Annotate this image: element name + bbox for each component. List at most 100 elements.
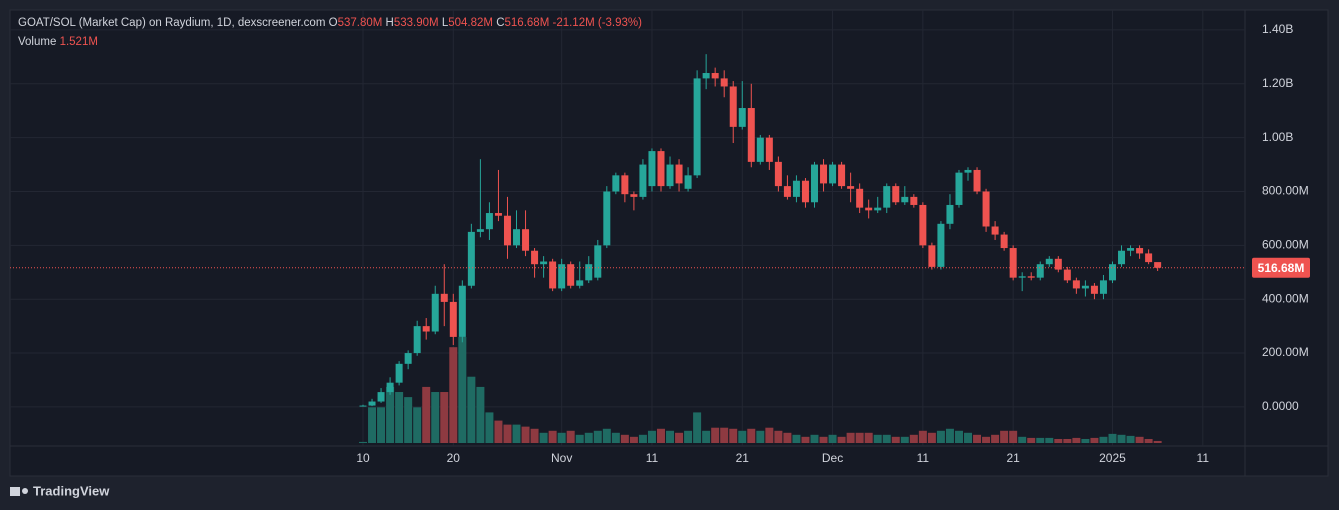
volume-bar bbox=[945, 428, 954, 443]
candle-body bbox=[368, 401, 376, 406]
volume-bar bbox=[684, 430, 693, 443]
volume-bar bbox=[1081, 438, 1090, 443]
candle-body bbox=[594, 245, 602, 278]
volume-bar bbox=[602, 428, 611, 443]
candle-body bbox=[576, 280, 584, 286]
candle-body bbox=[1118, 250, 1126, 265]
candle-body bbox=[783, 186, 791, 197]
candle-body bbox=[919, 204, 927, 246]
candle-body bbox=[531, 250, 539, 265]
volume-bar bbox=[936, 430, 945, 443]
volume-bar bbox=[1072, 437, 1081, 443]
brand-logo bbox=[10, 487, 20, 496]
volume-bar bbox=[918, 430, 927, 443]
legend-key: O bbox=[329, 17, 338, 29]
volume-bar bbox=[756, 430, 765, 443]
candle-body bbox=[657, 151, 665, 187]
volume-bar bbox=[720, 427, 729, 443]
candle-body bbox=[874, 207, 882, 211]
volume-bar bbox=[1099, 436, 1108, 443]
candle-body bbox=[1099, 280, 1107, 294]
volume-bar bbox=[1027, 437, 1036, 443]
volume-bar bbox=[413, 407, 422, 443]
volume-bar bbox=[991, 434, 1000, 443]
brand-logo bbox=[22, 488, 28, 494]
candle-body bbox=[503, 215, 511, 246]
volume-bar bbox=[566, 430, 575, 443]
y-tick-label: 400.00M bbox=[1262, 291, 1309, 305]
candle-body bbox=[720, 78, 728, 87]
volume-bar bbox=[557, 432, 566, 443]
volume-bar bbox=[964, 432, 973, 443]
legend-key: H bbox=[386, 17, 394, 29]
volume-bar bbox=[611, 432, 620, 443]
brand-name: TradingView bbox=[33, 483, 110, 498]
volume-bar bbox=[629, 436, 638, 443]
candle-body bbox=[937, 223, 945, 267]
candle-body bbox=[377, 392, 385, 402]
y-tick-label: 200.00M bbox=[1262, 345, 1309, 359]
volume-bar bbox=[909, 434, 918, 443]
volume-bar bbox=[792, 434, 801, 443]
volume-bar bbox=[738, 430, 747, 443]
last-price-label: 516.68M bbox=[1258, 261, 1305, 275]
volume-bar bbox=[1063, 438, 1072, 443]
candle-body bbox=[449, 301, 457, 337]
x-tick-label: 11 bbox=[917, 451, 930, 465]
candle-body bbox=[693, 78, 701, 176]
candle-body bbox=[738, 108, 746, 127]
volume-bar bbox=[666, 430, 675, 443]
candle-body bbox=[982, 191, 990, 227]
volume-bar bbox=[656, 428, 665, 443]
candle-body bbox=[1000, 234, 1008, 249]
candle-body bbox=[1027, 276, 1035, 278]
legend-key: L bbox=[442, 17, 449, 29]
volume-bar bbox=[801, 436, 810, 443]
volume-bar bbox=[1054, 438, 1063, 443]
volume-bar bbox=[476, 386, 485, 443]
candle-body bbox=[973, 169, 981, 192]
volume-bar bbox=[973, 434, 982, 443]
legend-value: 516.68M bbox=[505, 17, 550, 29]
volume-bar bbox=[1018, 436, 1027, 443]
y-tick-label: 1.20B bbox=[1262, 76, 1293, 90]
candle-body bbox=[711, 73, 719, 79]
candle-body bbox=[838, 164, 846, 187]
candle-body bbox=[820, 164, 828, 184]
candle-body bbox=[675, 164, 683, 184]
candle-body bbox=[567, 264, 575, 286]
candle-body bbox=[585, 264, 593, 281]
candle-body bbox=[522, 229, 530, 251]
candle-body bbox=[513, 229, 521, 246]
candle-body bbox=[1009, 248, 1017, 278]
candle-body bbox=[1045, 258, 1053, 265]
volume-bar bbox=[873, 434, 882, 443]
x-tick-label: 10 bbox=[356, 451, 370, 465]
legend: GOAT/SOL (Market Cap) on Raydium, 1D, de… bbox=[18, 17, 642, 48]
volume-bar bbox=[638, 434, 647, 443]
candle-body bbox=[404, 353, 412, 364]
volume-bar bbox=[675, 432, 684, 443]
x-tick-label: 20 bbox=[447, 451, 461, 465]
x-tick-label: 21 bbox=[736, 451, 750, 465]
axes: 1.40B1.20B1.00B800.00M600.00M400.00M200.… bbox=[10, 22, 1310, 465]
candle-body bbox=[494, 213, 502, 216]
volume-value: 1.521M bbox=[60, 36, 98, 48]
volume-bar bbox=[404, 397, 413, 443]
candle-body bbox=[729, 86, 737, 127]
y-tick-label: 1.00B bbox=[1262, 130, 1293, 144]
volume-bar bbox=[982, 436, 991, 443]
candle-body bbox=[955, 172, 963, 205]
candle-body bbox=[1081, 285, 1089, 289]
candle-body bbox=[485, 213, 493, 230]
y-tick-label: 1.40B bbox=[1262, 22, 1293, 36]
candle-body bbox=[774, 161, 782, 187]
brand: TradingView bbox=[10, 483, 110, 498]
volume-bar bbox=[548, 430, 557, 443]
volume-bar bbox=[494, 420, 503, 443]
legend-value: 504.82M bbox=[448, 17, 493, 29]
x-tick-label: Dec bbox=[822, 451, 843, 465]
candle-body bbox=[910, 196, 918, 205]
candle-body bbox=[964, 169, 972, 173]
